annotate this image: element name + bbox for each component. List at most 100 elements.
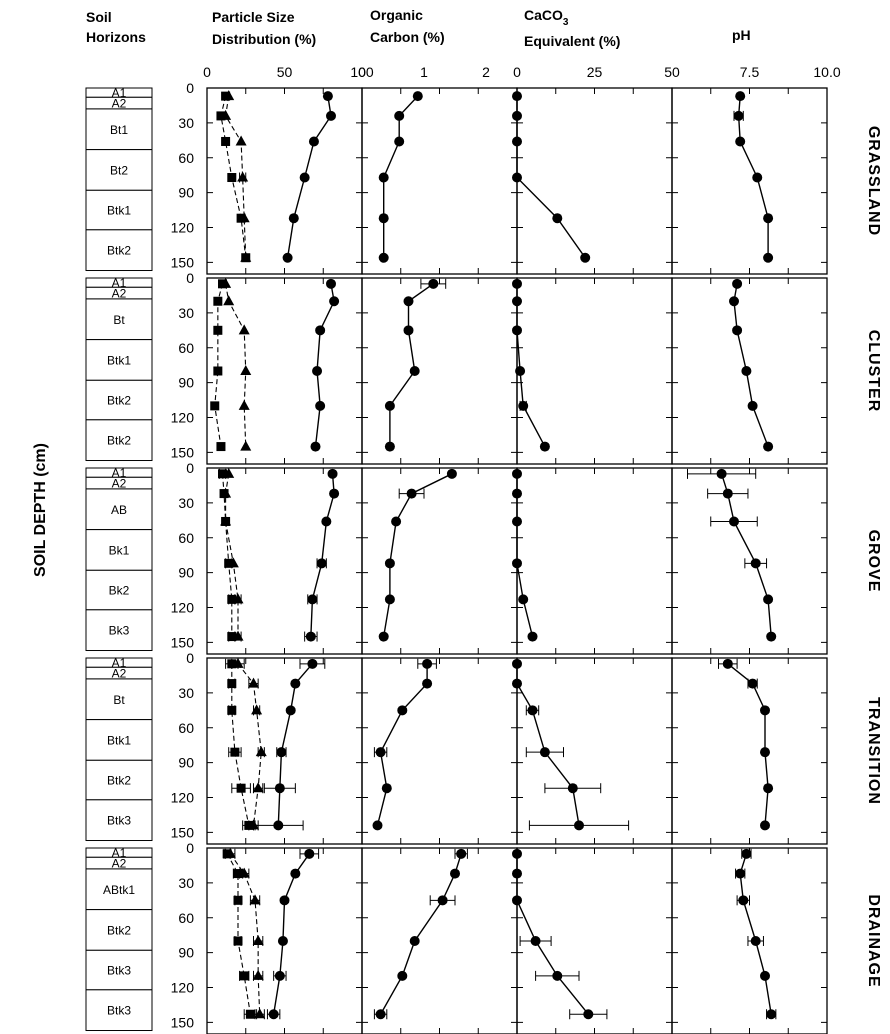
headers: Soil Horizons Particle Size Distribution… (86, 7, 751, 49)
data-point-sand (512, 91, 522, 101)
horizon-label: Btk2 (107, 244, 131, 258)
data-point-sand (309, 136, 319, 146)
organic-carbon-line (384, 474, 452, 637)
data-point-silt (251, 704, 262, 714)
data-point-sand (528, 705, 538, 715)
y-tick-label: 150 (171, 444, 195, 460)
y-tick-label: 0 (186, 650, 194, 666)
data-point-sand (300, 173, 310, 183)
panel-frame (672, 88, 827, 274)
data-point-clay (210, 401, 219, 410)
data-point-clay (223, 849, 232, 858)
data-point-sand (410, 936, 420, 946)
horizon-label: Btk2 (107, 394, 131, 408)
data-point-sand (531, 936, 541, 946)
data-point-sand (738, 895, 748, 905)
x-tick-label: 0 (513, 64, 521, 80)
data-point-sand (729, 516, 739, 526)
data-point-sand (735, 869, 745, 879)
y-tick-label: 60 (178, 720, 194, 736)
data-point-clay (224, 559, 233, 568)
data-point-clay (237, 784, 246, 793)
clay-line (215, 284, 223, 447)
data-point-sand (275, 971, 285, 981)
data-point-sand (373, 820, 383, 830)
horizon-label: Btk2 (107, 434, 131, 448)
psd-header-line1: Particle Size (212, 9, 295, 25)
data-point-clay (218, 469, 227, 478)
horizon-label: Btk1 (107, 733, 131, 747)
horizon-label: Bt2 (110, 163, 128, 177)
data-point-silt (240, 441, 251, 451)
y-tick-label: 30 (178, 495, 194, 511)
data-point-clay (221, 92, 230, 101)
data-point-clay (221, 517, 230, 526)
x-tick-label: 2 (482, 64, 490, 80)
y-tick-label: 30 (178, 115, 194, 131)
data-point-sand (385, 401, 395, 411)
horizon-label: Bk2 (109, 584, 130, 598)
data-point-sand (394, 136, 404, 146)
data-point-sand (379, 632, 389, 642)
clay-line (223, 474, 232, 637)
data-point-sand (326, 111, 336, 121)
caco3-line (517, 854, 588, 1014)
y-tick-label: 150 (171, 254, 195, 270)
y-tick-label: 120 (171, 980, 195, 996)
data-point-clay (246, 1010, 255, 1019)
y-tick-label: 30 (178, 305, 194, 321)
site-label: GROVE (865, 530, 882, 593)
data-point-clay (237, 214, 246, 223)
data-point-sand (329, 296, 339, 306)
y-tick-label: 60 (178, 530, 194, 546)
data-point-sand (397, 705, 407, 715)
data-point-sand (512, 469, 522, 479)
data-point-clay (234, 869, 243, 878)
data-point-sand (376, 747, 386, 757)
data-point-sand (422, 659, 432, 669)
psd-header-line2: Distribution (%) (212, 31, 316, 47)
data-point-sand (766, 1009, 776, 1019)
data-point-sand (315, 401, 325, 411)
data-point-clay (227, 595, 236, 604)
y-tick-label: 30 (178, 875, 194, 891)
data-point-sand (329, 489, 339, 499)
data-point-sand (723, 489, 733, 499)
data-point-sand (518, 594, 528, 604)
data-point-sand (286, 705, 296, 715)
data-point-sand (456, 849, 466, 859)
caco3-header-line1: CaCO3 (524, 7, 569, 28)
y-tick-label: 150 (171, 1014, 195, 1030)
data-point-clay (213, 326, 222, 335)
data-point-sand (512, 173, 522, 183)
horizon-label: Btk2 (107, 774, 131, 788)
data-point-silt (256, 746, 267, 756)
data-point-sand (580, 253, 590, 263)
data-point-sand (732, 279, 742, 289)
data-point-sand (512, 659, 522, 669)
y-tick-label: 90 (178, 565, 194, 581)
horizon-label: Bt (113, 313, 125, 327)
data-point-sand (512, 136, 522, 146)
y-tick-label: 0 (186, 270, 194, 286)
caco3-line (517, 284, 545, 447)
data-point-sand (732, 325, 742, 335)
horizon-label: AB (111, 503, 127, 517)
data-point-clay (230, 748, 239, 757)
data-point-sand (312, 366, 322, 376)
x-tick-label: 1 (420, 64, 428, 80)
y-tick-label: 150 (171, 634, 195, 650)
data-point-sand (269, 1009, 279, 1019)
data-point-sand (763, 783, 773, 793)
horizon-label: Bt (113, 693, 125, 707)
caco3-line (517, 664, 579, 826)
horizon-label: ABtk1 (103, 883, 135, 897)
data-point-sand (283, 253, 293, 263)
panel-frame (517, 278, 672, 464)
data-point-sand (278, 936, 288, 946)
data-point-silt (253, 970, 264, 980)
data-point-sand (748, 679, 758, 689)
y-tick-label: 90 (178, 375, 194, 391)
